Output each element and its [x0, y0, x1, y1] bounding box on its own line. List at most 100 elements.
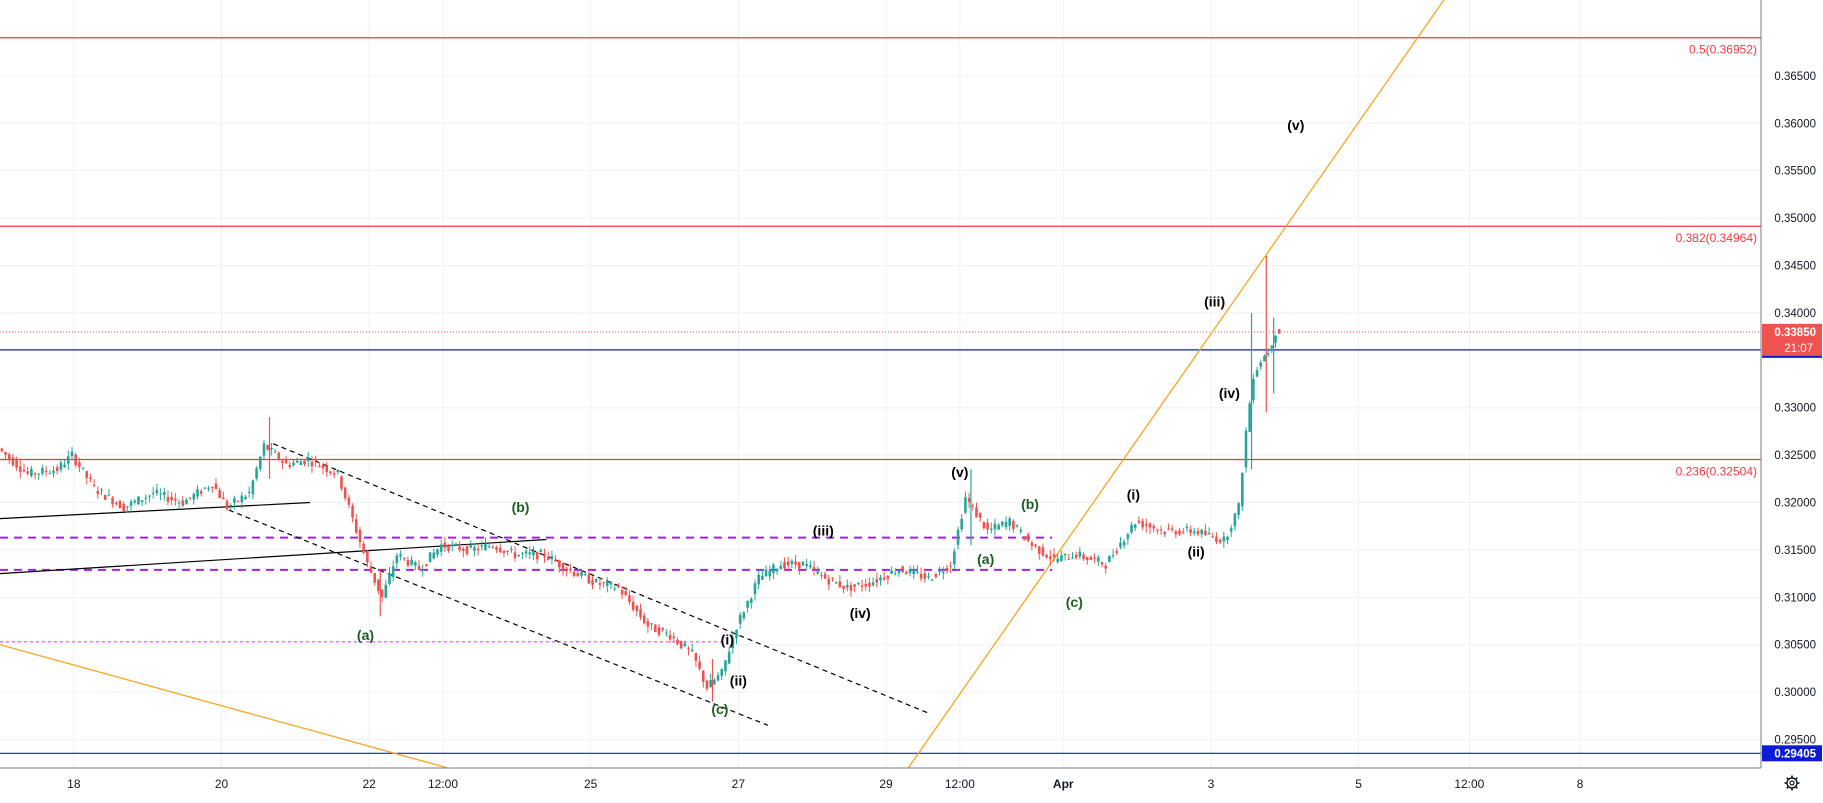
- candle-body: [196, 489, 199, 497]
- candle-body: [993, 523, 997, 530]
- candle-body: [140, 500, 144, 502]
- candle-body: [598, 583, 602, 585]
- candle-body: [702, 670, 705, 682]
- candle-body: [177, 502, 181, 504]
- candle-body: [384, 584, 388, 598]
- wave-label: (a): [357, 627, 374, 643]
- candle-body: [654, 624, 657, 632]
- time-axis[interactable]: 18 20 22 12:00 25 27 29 12:00 Apr 3 5 12:00 8: [0, 767, 1823, 798]
- wave-label: (iv): [1219, 385, 1240, 401]
- candle-body: [11, 457, 15, 466]
- candle-body: [284, 459, 288, 464]
- candle-body: [351, 505, 354, 518]
- candle-body: [421, 569, 425, 571]
- candle-body: [447, 544, 450, 551]
- candle-body: [258, 456, 262, 470]
- candle-body: [148, 495, 151, 497]
- candle-body: [30, 468, 33, 476]
- candle-body: [406, 560, 410, 566]
- candle-body: [7, 454, 11, 459]
- trendline: [0, 644, 466, 774]
- candle-body: [41, 468, 44, 474]
- candle-body: [222, 497, 225, 500]
- candle-body: [753, 583, 757, 595]
- candle-body: [1178, 530, 1181, 535]
- candle-body: [1215, 536, 1218, 542]
- candle-body: [1141, 520, 1144, 528]
- candle-body: [4, 451, 7, 455]
- candle-body: [727, 651, 731, 664]
- candle-body: [698, 661, 701, 669]
- candle-body: [694, 653, 698, 661]
- fib-levels: 0.5(0.36952) 0.382(0.34964) 0.236(0.32504): [0, 37, 1761, 754]
- candle-body: [299, 461, 303, 466]
- time-tick-label: 12:00: [428, 777, 458, 791]
- candle-body: [716, 675, 720, 681]
- candle-body: [1237, 503, 1240, 515]
- candle-body: [0, 448, 4, 452]
- candle-body: [738, 614, 742, 624]
- candle-body: [292, 462, 295, 466]
- candle-body: [89, 477, 92, 480]
- candle-body: [332, 473, 336, 475]
- candle-body: [1001, 521, 1004, 526]
- candle-body: [240, 495, 244, 503]
- candle-body: [713, 679, 716, 685]
- candle-body: [580, 571, 583, 576]
- candle-body: [561, 563, 565, 572]
- candle-body: [941, 571, 945, 574]
- candle-body: [358, 529, 362, 543]
- candle-body: [1163, 531, 1167, 535]
- candle-body: [1108, 555, 1111, 563]
- candle-body: [318, 466, 321, 468]
- candle-body: [391, 566, 395, 578]
- candle-body: [831, 577, 834, 579]
- candle-body: [539, 550, 543, 552]
- candle-body: [591, 580, 594, 585]
- candle-body: [502, 550, 506, 554]
- candle-body: [1244, 430, 1248, 468]
- candle-body: [794, 561, 797, 565]
- candle-body: [1019, 529, 1023, 532]
- candle-body: [875, 579, 879, 583]
- candle-body: [321, 464, 325, 469]
- candle-body: [812, 567, 816, 569]
- candle-body: [1204, 530, 1207, 535]
- candle-body: [860, 585, 864, 587]
- candle-body: [1026, 534, 1030, 542]
- candle-body: [63, 464, 66, 468]
- time-tick-label: 25: [584, 777, 598, 791]
- candle-body: [306, 458, 310, 462]
- candle-body: [229, 504, 233, 506]
- time-tick-label: 29: [879, 777, 893, 791]
- candle-body: [1233, 513, 1237, 527]
- candle-body: [1085, 557, 1089, 561]
- candle-body: [513, 552, 517, 559]
- candle-body: [188, 497, 192, 499]
- candle-body: [480, 545, 484, 547]
- wave-label: (b): [512, 499, 530, 515]
- candle-body: [159, 493, 162, 495]
- candle-body: [967, 498, 971, 502]
- candle-body: [214, 483, 218, 489]
- candle-body: [1255, 370, 1259, 377]
- candle-body: [310, 461, 314, 467]
- candle-body: [783, 561, 786, 569]
- candle-body: [587, 575, 591, 584]
- candle-body: [886, 576, 890, 579]
- candle-body: [388, 573, 391, 585]
- candle-body: [207, 488, 210, 490]
- candle-body: [1060, 555, 1063, 562]
- candle-body: [569, 568, 572, 571]
- candle-body: [949, 566, 952, 568]
- candle-body: [115, 502, 118, 504]
- gear-icon[interactable]: [1784, 775, 1800, 791]
- trendline: [228, 509, 769, 726]
- candle-body: [905, 572, 908, 575]
- candle-body: [724, 660, 727, 672]
- candle-body: [953, 551, 956, 565]
- price-axis[interactable]: 0.36500 0.36000 0.35500 0.35000 0.34500 0.340…: [1760, 0, 1823, 798]
- wave-label: (v): [951, 464, 968, 480]
